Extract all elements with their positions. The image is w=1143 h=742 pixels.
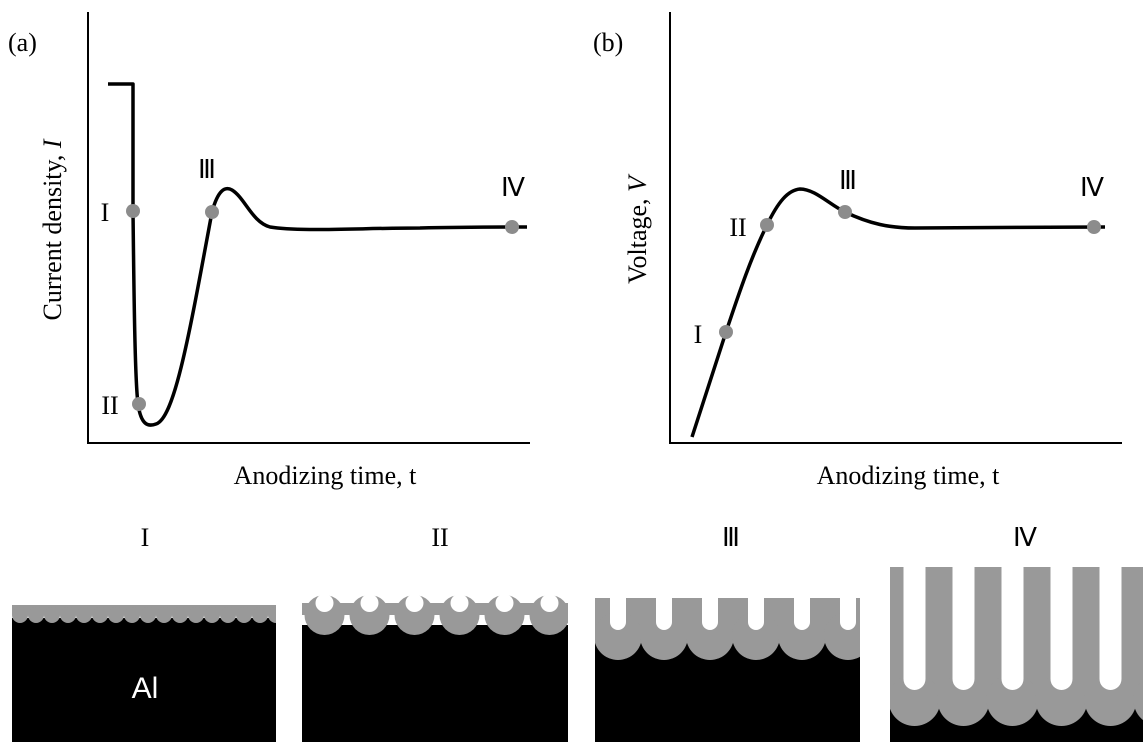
panel-label: (a) (8, 28, 37, 57)
pore (702, 578, 718, 630)
oxide-cell (1133, 679, 1143, 721)
point (505, 220, 519, 234)
pore (1099, 560, 1122, 690)
oxide-cell (92, 607, 108, 623)
stage-label: Ⅲ (722, 523, 740, 552)
cross-section (302, 594, 568, 742)
stage-label: II (431, 523, 448, 552)
pore (405, 594, 424, 612)
cross-sections (12, 560, 1143, 742)
stage-label: Ⅳ (1013, 523, 1037, 552)
oxide-cell (140, 607, 156, 623)
pore (840, 578, 856, 630)
oxide-cell (890, 674, 941, 726)
oxide-cell (1035, 674, 1088, 726)
pore (315, 594, 334, 612)
oxide-cell (640, 612, 688, 660)
oxide-cell (686, 612, 734, 660)
cross-section (595, 578, 860, 742)
oxide-cell (108, 607, 124, 623)
point (126, 204, 140, 218)
oxide-cell (937, 674, 990, 726)
y-axis-label: Current density, I (38, 138, 67, 320)
metal-label: Al (132, 672, 159, 705)
metal (12, 618, 276, 742)
pore (903, 560, 926, 690)
point-label: II (729, 213, 746, 242)
oxide-cell (252, 607, 268, 623)
point (838, 205, 852, 219)
oxide-cell (220, 607, 236, 623)
oxide-cell (156, 607, 172, 623)
point-label: I (694, 320, 703, 349)
oxide-cell (188, 607, 204, 623)
oxide-cell (12, 607, 28, 623)
current-curve (108, 82, 528, 427)
oxide-cell (236, 607, 252, 623)
cross-section (12, 605, 276, 742)
oxide-cell (304, 595, 345, 635)
oxide-cell (484, 595, 525, 635)
oxide-cell (60, 607, 76, 623)
point (719, 325, 733, 339)
metal (595, 640, 860, 742)
pore (794, 578, 810, 630)
oxide-cell (172, 607, 188, 623)
oxide-cell (44, 607, 60, 623)
point-label: Ⅳ (1080, 173, 1104, 202)
oxide-cell (124, 607, 140, 623)
pore (360, 594, 379, 612)
pore (952, 560, 975, 690)
y-axis-label: Voltage, V (623, 173, 652, 284)
metal (302, 625, 568, 742)
axes (87, 12, 530, 444)
oxide-cell (529, 595, 568, 635)
pore (1050, 560, 1073, 690)
oxide-cell (986, 674, 1039, 726)
oxide-cell (204, 607, 220, 623)
cross-section (890, 560, 1143, 742)
oxide-cell (268, 607, 276, 623)
pore (450, 594, 469, 612)
axes (669, 12, 1122, 444)
voltage-curve (690, 187, 1106, 438)
point (1087, 220, 1101, 234)
point (205, 205, 219, 219)
point-label: Ⅲ (198, 155, 216, 184)
oxide-cell (778, 612, 826, 660)
stage-label: I (141, 523, 150, 552)
pore (1001, 560, 1024, 690)
point-label: II (101, 391, 118, 420)
x-axis-label: Anodizing time, t (234, 461, 417, 490)
point-label: Ⅲ (839, 166, 857, 195)
point-label: I (101, 198, 110, 227)
oxide-cell (394, 595, 435, 635)
x-axis-label: Anodizing time, t (817, 461, 1000, 490)
oxide-cell (595, 612, 642, 660)
point (760, 218, 774, 232)
pore (656, 578, 672, 630)
oxide-cell (28, 607, 44, 623)
pore (748, 578, 764, 630)
oxide-cell (349, 595, 390, 635)
point-label: Ⅳ (501, 173, 525, 202)
pore (495, 594, 514, 612)
oxide-cell (732, 612, 780, 660)
panel-label: (b) (593, 28, 623, 57)
oxide-cell (76, 607, 92, 623)
oxide-cell (439, 595, 480, 635)
point (132, 397, 146, 411)
pore (540, 594, 559, 612)
oxide-cell (1084, 674, 1137, 726)
pore (610, 578, 626, 630)
